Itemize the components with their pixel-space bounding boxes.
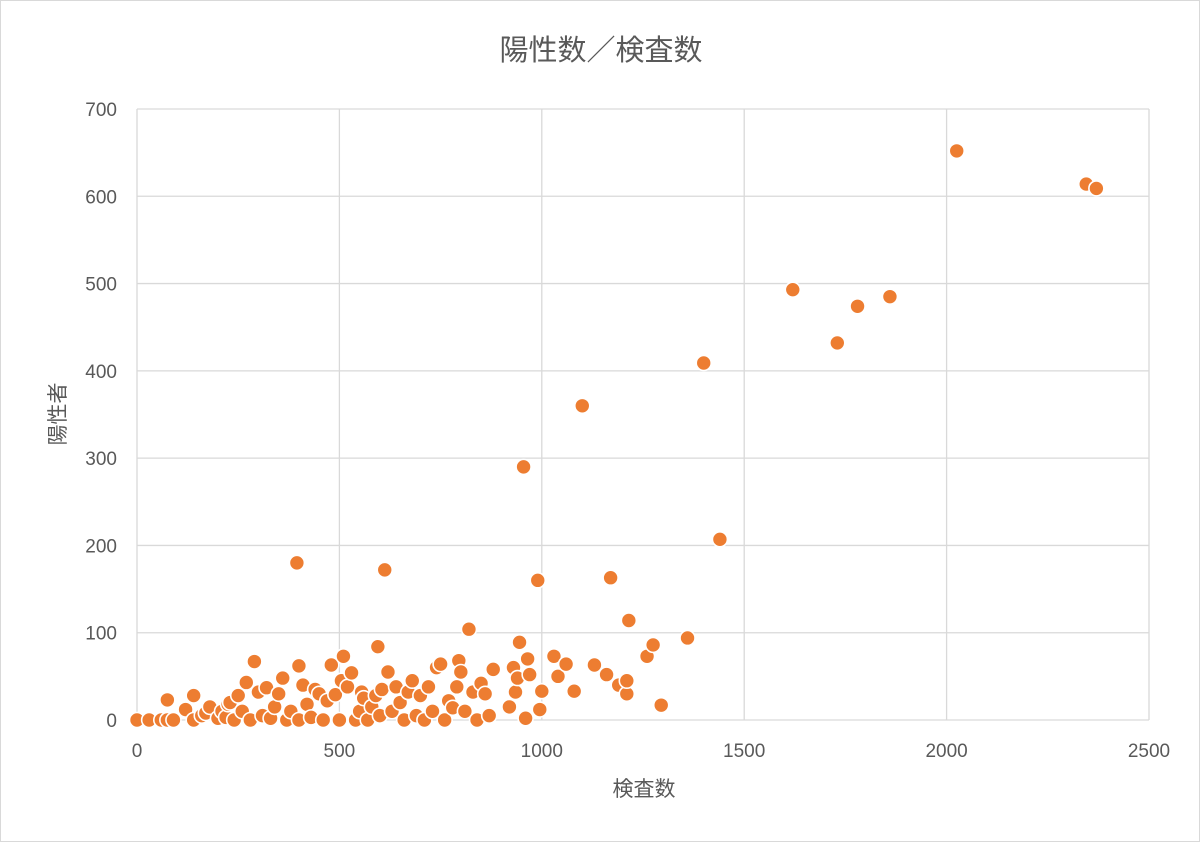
data-point [420, 678, 437, 696]
data-point [376, 561, 394, 579]
x-tick-label: 2000 [925, 741, 967, 762]
data-point [695, 354, 713, 372]
data-point [511, 634, 528, 651]
data-point [573, 397, 591, 415]
data-point [373, 681, 391, 698]
data-point [849, 297, 866, 315]
data-point [519, 650, 536, 668]
data-point [270, 685, 287, 703]
x-tick-label: 1000 [521, 741, 563, 762]
data-point [531, 701, 549, 718]
x-tick-label: 1500 [723, 741, 765, 762]
data-point [784, 281, 802, 298]
data-point [881, 288, 899, 305]
data-point [379, 663, 397, 681]
data-point [620, 612, 638, 629]
data-point [545, 647, 563, 665]
data-point [369, 638, 387, 655]
data-point [711, 531, 729, 548]
y-tick-label: 400 [85, 362, 117, 383]
data-point [237, 674, 255, 691]
data-point [507, 683, 524, 701]
data-point [529, 572, 547, 589]
data-point [448, 678, 466, 696]
data-point [185, 687, 202, 704]
data-point [476, 685, 494, 703]
data-point [229, 687, 247, 704]
data-point [644, 636, 662, 654]
data-point [501, 698, 518, 716]
y-tick-label: 100 [85, 624, 117, 645]
y-tick-label: 700 [85, 100, 117, 121]
data-point [343, 664, 360, 682]
data-point [521, 666, 538, 683]
chart-title: 陽性数／検査数 [499, 33, 703, 67]
data-point [565, 682, 583, 700]
x-tick-label: 0 [132, 741, 143, 762]
data-point [484, 661, 502, 678]
data-point [424, 702, 441, 720]
y-axis-label: 陽性者 [46, 382, 70, 446]
data-point [331, 711, 348, 729]
data-point [432, 655, 449, 673]
data-point [679, 629, 696, 647]
data-point [335, 647, 352, 665]
data-point [533, 682, 551, 700]
data-point [460, 620, 478, 638]
data-point [829, 334, 846, 352]
data-point [314, 711, 332, 729]
data-point [480, 707, 498, 724]
data-point [327, 686, 344, 703]
data-point [948, 142, 966, 160]
data-point [517, 709, 534, 727]
y-tick-label: 0 [106, 711, 117, 732]
data-point [557, 655, 575, 673]
data-point [1088, 180, 1105, 197]
data-point [339, 678, 356, 696]
data-point [323, 656, 340, 674]
data-point [165, 711, 182, 729]
data-point [549, 668, 567, 685]
data-point [436, 711, 453, 729]
data-point [403, 672, 421, 690]
data-point [290, 657, 308, 675]
y-tick-label: 200 [85, 536, 117, 557]
data-point [159, 691, 176, 709]
data-point [602, 569, 619, 587]
data-point [618, 672, 636, 690]
data-point [274, 669, 292, 687]
data-point [452, 663, 470, 681]
x-tick-label: 500 [324, 741, 356, 762]
x-tick-label: 2500 [1128, 741, 1170, 762]
y-tick-label: 500 [85, 275, 117, 296]
data-point [288, 554, 306, 572]
data-point [598, 666, 615, 683]
data-point [456, 702, 474, 720]
y-tick-label: 600 [85, 187, 117, 208]
y-tick-label: 300 [85, 449, 117, 470]
data-point [246, 653, 263, 670]
data-point [515, 458, 532, 476]
data-point [652, 696, 670, 714]
data-point [586, 656, 603, 674]
x-axis-label: 検査数 [612, 777, 676, 801]
